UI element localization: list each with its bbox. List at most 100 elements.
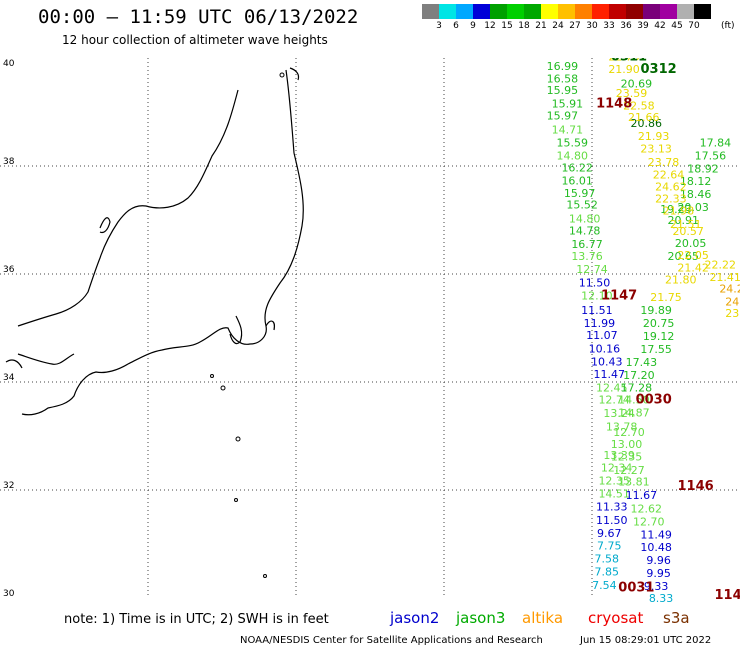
wave-height-value: 23.78 <box>648 156 680 169</box>
wave-height-value: 20.86 <box>631 117 663 130</box>
wave-height-value: 13.76 <box>571 250 603 263</box>
scale-label: 70 <box>688 21 700 31</box>
honshu-east-coastline <box>21 69 304 416</box>
pass-time-label: 0312 <box>641 62 677 77</box>
wave-height-value: 12.35 <box>611 450 643 463</box>
scale-swatch <box>456 4 473 19</box>
wave-height-value: 7.75 <box>597 539 622 552</box>
wave-height-value: 12.74 <box>576 263 608 276</box>
island-4 <box>263 574 267 578</box>
wave-height-value: 18.92 <box>687 162 719 175</box>
wave-height-value: 10.43 <box>591 355 623 368</box>
scale-swatch <box>677 4 694 19</box>
wave-height-value: 18.46 <box>680 188 712 201</box>
wave-height-value: 17.43 <box>626 356 658 369</box>
scale-label: 18 <box>518 21 530 31</box>
lat-tick-label: 38 <box>3 157 15 167</box>
izu-peninsula <box>229 315 243 345</box>
wave-height-value: 7.54 <box>592 579 617 592</box>
scale-label: 24 <box>552 21 564 31</box>
wave-height-value: 22.58 <box>623 99 655 112</box>
wave-height-value: 17.56 <box>695 150 727 163</box>
honshu-coastline <box>17 89 239 327</box>
scale-swatch <box>626 4 643 19</box>
wave-height-value: 15.59 <box>557 137 589 150</box>
wave-height-value: 11.67 <box>626 489 658 502</box>
wave-height-value: 11.50 <box>596 514 628 527</box>
wave-height-value: 15.95 <box>547 84 579 97</box>
wave-height-value: 22.22 <box>705 259 737 272</box>
wave-height-value: 12.35 <box>598 475 630 488</box>
wave-height-value: 11.50 <box>579 276 611 289</box>
wave-height-value: 14.80 <box>557 150 589 163</box>
wave-height-value: 15.52 <box>566 199 598 212</box>
island-3 <box>235 436 241 442</box>
map-subtitle: 12 hour collection of altimeter wave hei… <box>62 33 328 47</box>
wave-height-value: 12.34 <box>601 462 633 475</box>
wave-height-value: 21.90 <box>608 63 640 76</box>
wave-height-value: 7.85 <box>595 565 620 578</box>
legend-jason3: jason3 <box>456 609 506 627</box>
scale-swatch <box>490 4 507 19</box>
wave-height-observations: 16.9916.5815.9515.9115.9714.7115.5914.80… <box>547 58 740 603</box>
scale-swatch <box>575 4 592 19</box>
wave-height-value: 24.4 <box>725 295 740 308</box>
scale-label: 12 <box>484 21 496 31</box>
scale-swatch <box>609 4 626 19</box>
color-scale <box>422 4 711 19</box>
boso-peninsula <box>265 320 275 331</box>
wave-height-value: 21.41 <box>709 271 740 284</box>
wave-height-value: 21.51 <box>670 218 702 231</box>
wave-height-value: 9.96 <box>646 554 671 567</box>
scale-label: 39 <box>637 21 649 31</box>
scale-label: 30 <box>586 21 598 31</box>
island-6 <box>234 498 238 502</box>
wave-height-value: 12.27 <box>613 464 645 477</box>
wave-height-value: 13.00 <box>611 438 643 451</box>
wave-height-value: 16.22 <box>561 161 593 174</box>
wave-height-value: 21.42 <box>677 261 709 274</box>
pass-time-label: 1146 <box>678 479 714 494</box>
island-1 <box>279 72 285 78</box>
map-note: note: 1) Time is in UTC; 2) SWH is in fe… <box>64 612 329 627</box>
wave-height-value: 11.07 <box>586 329 618 342</box>
map-title: 00:00 – 11:59 UTC 06/13/2022 <box>38 6 359 28</box>
scale-label: 42 <box>654 21 666 31</box>
pass-time-label: 0030 <box>636 393 672 408</box>
island-2 <box>220 385 226 391</box>
wave-height-value: 16.77 <box>571 238 603 251</box>
wave-height-value: 22.75 <box>608 58 640 64</box>
wave-height-value: 17.55 <box>640 343 672 356</box>
wave-height-value: 12.74 <box>598 394 630 407</box>
wave-height-map: 135138141144147150403836343230 16.9916.5… <box>0 58 740 603</box>
wave-height-value: 13.39 <box>603 449 635 462</box>
wave-height-value: 11.49 <box>640 529 672 542</box>
legend-altika: altika <box>522 609 564 627</box>
wave-height-value: 15.97 <box>547 110 579 123</box>
pass-time-label: 1145 <box>715 588 740 603</box>
wave-height-value: 11.33 <box>596 501 628 514</box>
scale-swatch <box>694 4 711 19</box>
island-5 <box>210 374 214 378</box>
scale-label: 15 <box>501 21 513 31</box>
wave-height-value: 9.95 <box>646 567 671 580</box>
footer-timestamp: Jun 15 08:29:01 UTC 2022 <box>580 635 712 646</box>
wave-height-value: 17.28 <box>621 382 653 395</box>
wave-height-value: 21.66 <box>628 111 660 124</box>
wave-height-value: 23.1 <box>725 307 740 320</box>
tsugaru-coast <box>289 67 300 81</box>
wave-height-value: 21.98 <box>663 205 695 218</box>
wave-height-value: 14.80 <box>569 213 601 226</box>
scale-swatch <box>473 4 490 19</box>
wave-height-value: 20.75 <box>643 317 675 330</box>
wave-height-value: 20.91 <box>668 214 700 227</box>
legend-cryosat: cryosat <box>588 609 644 627</box>
scale-label: 9 <box>470 21 476 31</box>
scale-label: 45 <box>671 21 683 31</box>
scale-swatch <box>660 4 677 19</box>
wave-height-value: 18.12 <box>680 175 712 188</box>
wave-height-value: 17.84 <box>700 137 732 150</box>
wave-height-value: 24.62 <box>655 180 687 193</box>
wave-height-value: 22.05 <box>677 249 709 262</box>
